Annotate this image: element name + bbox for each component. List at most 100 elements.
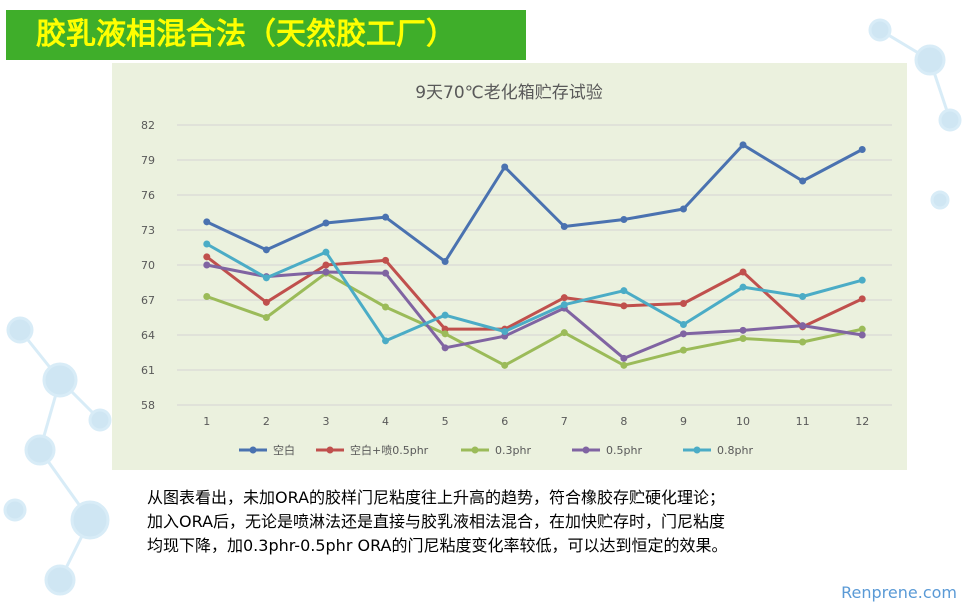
data-point bbox=[382, 269, 390, 277]
data-point bbox=[382, 337, 390, 345]
data-point bbox=[620, 302, 628, 310]
data-point bbox=[203, 218, 211, 226]
legend-label: 0.5phr bbox=[606, 444, 642, 457]
x-tick-label: 9 bbox=[680, 415, 687, 428]
data-point bbox=[203, 261, 211, 269]
legend-label: 0.8phr bbox=[717, 444, 753, 457]
description-line-3: 均现下降，加0.3phr-0.5phr ORA的门尼粘度变化率较低，可以达到恒定… bbox=[147, 536, 728, 555]
data-point bbox=[322, 261, 330, 269]
y-tick-label: 64 bbox=[141, 329, 155, 342]
data-point bbox=[620, 287, 628, 295]
y-tick-label: 70 bbox=[141, 259, 155, 272]
data-point bbox=[262, 274, 270, 282]
data-point bbox=[799, 338, 807, 346]
series-line bbox=[206, 263, 863, 360]
x-tick-label: 8 bbox=[620, 415, 627, 428]
series-line bbox=[206, 143, 863, 263]
data-point bbox=[679, 205, 687, 213]
data-point bbox=[679, 300, 687, 307]
x-tick-label: 2 bbox=[263, 415, 270, 428]
x-tick-label: 10 bbox=[736, 415, 750, 428]
data-point bbox=[739, 141, 747, 149]
data-point bbox=[799, 322, 807, 330]
x-tick-label: 4 bbox=[382, 415, 389, 428]
series-line bbox=[205, 255, 863, 331]
data-point bbox=[739, 326, 747, 334]
watermark: Renprene.com bbox=[841, 583, 957, 602]
series-line bbox=[206, 242, 863, 343]
data-point bbox=[560, 301, 568, 309]
description-line-1: 从图表看出，未加ORA的胶样门尼粘度往上升高的趋势，符合橡胶存贮硬化理论； bbox=[147, 488, 726, 507]
data-point bbox=[203, 253, 211, 261]
x-tick-label: 11 bbox=[796, 415, 810, 428]
legend-item: 空白+喷0.5phr bbox=[316, 443, 429, 457]
data-point bbox=[620, 354, 628, 362]
y-tick-label: 58 bbox=[141, 399, 155, 412]
chart-legend: 空白 空白+喷0.5phr 0.3phr 0.5phr 0.8phr bbox=[239, 443, 753, 457]
data-point bbox=[739, 268, 747, 276]
data-point bbox=[262, 298, 270, 306]
data-point bbox=[560, 223, 568, 230]
description-text: 从图表看出，未加ORA的胶样门尼粘度往上升高的趋势，符合橡胶存贮硬化理论； 加入… bbox=[147, 486, 887, 558]
series-空白 bbox=[203, 141, 866, 265]
y-axis-ticks: 58 61 64 67 70 73 76 79 82 bbox=[141, 119, 155, 412]
data-point bbox=[858, 295, 866, 303]
legend-marker bbox=[249, 446, 257, 454]
data-point bbox=[382, 256, 390, 264]
x-tick-label: 5 bbox=[442, 415, 449, 428]
data-point bbox=[322, 219, 330, 227]
series-空白+喷0.5phr bbox=[203, 253, 866, 333]
data-point bbox=[858, 276, 866, 284]
data-point bbox=[799, 177, 807, 185]
data-point bbox=[858, 331, 866, 339]
data-point bbox=[620, 216, 628, 223]
x-tick-label: 6 bbox=[501, 415, 508, 428]
data-point bbox=[560, 294, 568, 302]
data-point bbox=[203, 240, 211, 248]
series-0.5phr bbox=[203, 261, 866, 362]
data-point bbox=[679, 346, 687, 354]
data-point bbox=[739, 335, 747, 342]
x-tick-label: 7 bbox=[561, 415, 568, 428]
series-line bbox=[206, 271, 863, 367]
legend-marker bbox=[471, 446, 479, 454]
page-title: 胶乳液相混合法（天然胶工厂） bbox=[36, 17, 456, 52]
data-point bbox=[441, 311, 449, 319]
legend-item: 0.5phr bbox=[572, 444, 642, 457]
data-point bbox=[382, 213, 390, 221]
legend-label: 空白 bbox=[273, 443, 295, 457]
data-point bbox=[262, 246, 270, 254]
data-point bbox=[679, 321, 687, 328]
data-point bbox=[799, 293, 807, 300]
data-point bbox=[858, 146, 866, 153]
data-point bbox=[441, 330, 449, 338]
data-point bbox=[441, 258, 449, 265]
x-axis-ticks: 1 2 3 4 5 6 7 8 9 10 11 12 bbox=[203, 415, 869, 428]
gridlines bbox=[177, 124, 892, 406]
series-lines bbox=[203, 141, 866, 369]
y-tick-label: 73 bbox=[141, 224, 155, 237]
chart-title: 9天70℃老化箱贮存试验 bbox=[415, 83, 603, 103]
data-point bbox=[620, 361, 628, 369]
data-point bbox=[382, 303, 390, 311]
y-tick-label: 79 bbox=[141, 154, 155, 167]
legend-label: 0.3phr bbox=[495, 444, 531, 457]
y-tick-label: 61 bbox=[141, 364, 155, 377]
data-point bbox=[322, 248, 330, 256]
series-0.3phr bbox=[203, 269, 866, 369]
data-point bbox=[501, 163, 509, 171]
data-point bbox=[858, 325, 866, 333]
legend-item: 0.8phr bbox=[683, 444, 753, 457]
y-tick-label: 67 bbox=[141, 294, 155, 307]
x-tick-label: 12 bbox=[855, 415, 869, 428]
data-point bbox=[679, 330, 687, 338]
data-point bbox=[322, 268, 330, 276]
data-point bbox=[501, 328, 509, 335]
data-point bbox=[262, 314, 270, 321]
data-point bbox=[501, 361, 509, 369]
data-point bbox=[739, 283, 747, 291]
series-0.8phr bbox=[203, 240, 866, 345]
